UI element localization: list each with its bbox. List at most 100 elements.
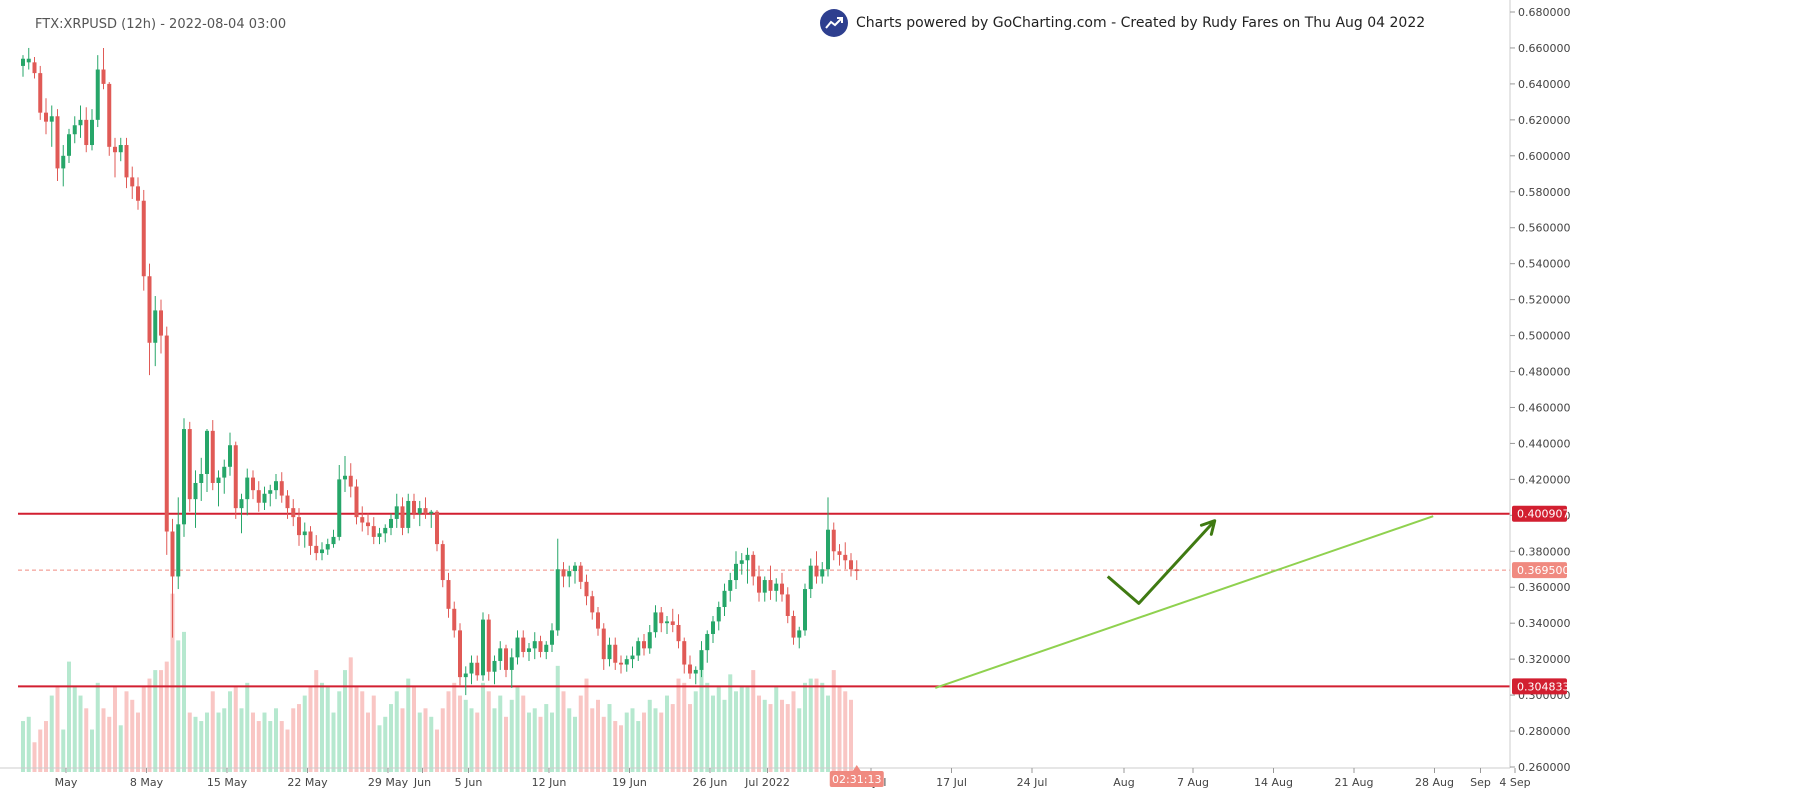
volume-bar bbox=[527, 712, 531, 772]
candle-body bbox=[406, 500, 411, 528]
candle-body bbox=[734, 563, 738, 581]
candle bbox=[653, 605, 658, 638]
volume-bar bbox=[538, 716, 543, 772]
candle-body bbox=[509, 657, 514, 670]
volume-bar bbox=[728, 674, 733, 772]
volume-bar bbox=[486, 691, 491, 772]
candle bbox=[423, 497, 428, 519]
volume-bar bbox=[492, 708, 497, 772]
volume-bar bbox=[429, 716, 434, 772]
candle bbox=[371, 517, 376, 545]
candle bbox=[417, 500, 422, 527]
volume-bar bbox=[820, 682, 825, 772]
candle bbox=[440, 540, 445, 588]
candle-body bbox=[394, 506, 399, 519]
candle-body bbox=[153, 310, 158, 343]
candle-body bbox=[78, 119, 83, 126]
credit-banner: Charts powered by GoCharting.com - Creat… bbox=[820, 8, 1425, 38]
volume-bar bbox=[49, 695, 54, 772]
candle bbox=[820, 562, 825, 584]
candle-body bbox=[481, 619, 485, 676]
candle-body bbox=[475, 662, 480, 676]
volume-bar bbox=[331, 712, 336, 772]
time-tick-label: 8 May bbox=[130, 776, 164, 789]
candle bbox=[619, 655, 623, 674]
candle bbox=[412, 493, 416, 519]
volume-bar bbox=[446, 691, 451, 772]
candle bbox=[463, 666, 468, 696]
candle-body bbox=[768, 580, 773, 591]
volume-bar bbox=[279, 721, 284, 772]
candle-body bbox=[170, 531, 175, 577]
price-tick-label: 0.460000 bbox=[1518, 401, 1571, 414]
candle bbox=[170, 518, 175, 638]
volume-bar bbox=[187, 712, 192, 772]
time-tick-label: Sep bbox=[1470, 776, 1491, 789]
price-tick-label: 0.320000 bbox=[1518, 653, 1571, 666]
volume-bar bbox=[826, 695, 830, 772]
volume-bar bbox=[406, 678, 411, 772]
candle bbox=[383, 524, 388, 543]
volume-bar bbox=[256, 721, 261, 772]
candle bbox=[205, 429, 209, 492]
volume-bar bbox=[808, 678, 813, 772]
volume-bar bbox=[159, 670, 163, 772]
candle bbox=[527, 642, 531, 661]
time-tick-label: 28 Aug bbox=[1415, 776, 1454, 789]
price-tick-label: 0.680000 bbox=[1518, 6, 1571, 19]
volume-bar bbox=[757, 695, 761, 772]
candle-body bbox=[279, 481, 284, 496]
time-axis[interactable]: May 8 May 15 May 22 May 29 May Jun 5 Jun 12 Jun… bbox=[0, 765, 1531, 789]
volume-bar bbox=[383, 716, 388, 772]
price-tick-label: 0.640000 bbox=[1518, 78, 1571, 91]
volume-bar bbox=[642, 712, 646, 772]
candle-body bbox=[699, 650, 704, 670]
candle bbox=[797, 626, 802, 649]
candle bbox=[688, 655, 692, 679]
volume-bar bbox=[803, 682, 807, 772]
candle bbox=[343, 456, 347, 492]
candle bbox=[268, 484, 273, 507]
volume-bar bbox=[688, 704, 692, 772]
candle bbox=[458, 623, 462, 687]
candle bbox=[757, 565, 761, 602]
candle bbox=[302, 522, 307, 548]
candle bbox=[32, 56, 37, 79]
candle bbox=[262, 486, 267, 510]
candle-body bbox=[21, 58, 25, 66]
candle bbox=[49, 105, 54, 147]
volume-bar bbox=[297, 704, 301, 772]
time-tick-label: 19 Jun bbox=[612, 776, 647, 789]
candle-body bbox=[193, 482, 198, 500]
volume-bar bbox=[659, 712, 664, 772]
volume-bar bbox=[170, 593, 175, 772]
volume-bar bbox=[475, 712, 480, 772]
candle-body bbox=[624, 659, 629, 665]
candle bbox=[147, 263, 152, 376]
candle bbox=[435, 509, 439, 552]
volume-bar bbox=[440, 708, 445, 772]
candle-body bbox=[302, 531, 307, 536]
volume-bar bbox=[653, 708, 658, 772]
candle bbox=[716, 601, 721, 631]
candle bbox=[337, 465, 342, 541]
candle bbox=[854, 560, 859, 581]
candle bbox=[785, 587, 790, 624]
candle bbox=[693, 666, 698, 685]
candle-body bbox=[400, 506, 405, 528]
volume-bar bbox=[831, 670, 836, 772]
volume-bar bbox=[734, 691, 738, 772]
time-tick-label: 12 Jun bbox=[532, 776, 567, 789]
candle-body bbox=[429, 511, 434, 514]
price-tick-label: 0.480000 bbox=[1518, 366, 1571, 379]
volume-bar bbox=[245, 682, 250, 772]
price-tick-label: 0.540000 bbox=[1518, 258, 1571, 271]
candle bbox=[84, 107, 89, 153]
candle-body bbox=[452, 608, 457, 631]
candle bbox=[498, 641, 503, 670]
volume-bar bbox=[555, 665, 560, 772]
volume-bar bbox=[216, 712, 221, 772]
volume-bar bbox=[843, 691, 848, 772]
price-axis[interactable]: 0.680000 0.660000 0.640000 0.620000 0.600000… bbox=[1509, 0, 1571, 774]
